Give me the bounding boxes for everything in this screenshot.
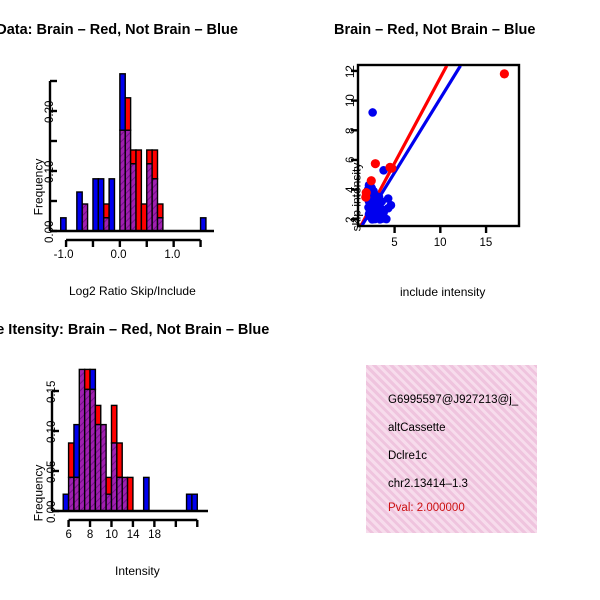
tick-label: 0.00 [44,220,56,243]
info-line: altCassette [388,422,446,434]
scatter-frame [356,63,521,228]
ratio-hist-plot [48,73,214,247]
tick-label: 10 [345,94,357,108]
panel-info: G6995597@J927213@j_ altCassette Dclre1c chr… [300,300,600,600]
ratio-hist-ylabel: Frequency [31,158,46,216]
panel-scatter: Brain – Red, Not Brain – Blue 2 4 6 8 10 12 5… [300,0,600,300]
intensity-hist-yaxis [50,389,59,513]
ratio-hist-bars [50,73,214,233]
intensity-hist-ylabel: Frequency [31,464,46,522]
tick-label: 15 [479,237,493,249]
scatter-plot [351,63,521,233]
scatter-title: Brain – Red, Not Brain – Blue [334,22,536,38]
intensity-hist-title: Gene Itensity: Brain – Red, Not Brain – … [0,322,270,338]
scatter-axes [351,69,488,233]
ratio-hist-title-clip: RatioData: Brain – Red, Not Brain – Blue [0,22,300,44]
tick-label: 0.05 [46,460,58,483]
intensity-hist-title-clip: Gene Itensity: Brain – Red, Not Brain – … [0,322,300,344]
tick-label: 0.10 [46,420,58,443]
tick-label: 8 [345,127,357,134]
tick-label: 12 [345,64,357,78]
intensity-hist-xlabel: Intensity [115,564,160,578]
scatter-points [361,69,509,224]
scatter-xlabel: include intensity [400,285,486,299]
info-line: Dclre1c [388,450,427,462]
tick-label: 8 [86,529,94,541]
info-pval-line: Pval: 2.000000 [388,502,465,514]
ratio-hist-title: RatioData: Brain – Red, Not Brain – Blue [0,22,238,38]
tick-label: 18 [148,529,161,541]
tick-label: -1.0 [53,249,74,261]
tick-label: 0.00 [46,500,58,523]
ratio-hist-yaxis [48,79,57,233]
tick-label: 10 [105,529,119,541]
tick-label: 5 [391,237,398,249]
info-line: chr2.13414–1.3 [388,478,468,490]
tick-label: 0.0 [110,249,127,261]
intensity-hist-xaxis [67,518,199,527]
tick-label: 6 [65,529,72,541]
tick-label: 14 [126,529,140,541]
scatter-ylabel: skip intensity [349,162,364,232]
panel-ratio-histogram: RatioData: Brain – Red, Not Brain – Blue… [0,0,300,300]
tick-label: 0.10 [44,160,56,183]
tick-label: 0.20 [44,100,56,123]
tick-label: 0.15 [46,380,58,403]
ratio-hist-xlabel: Log2 Ratio Skip/Include [69,284,196,298]
info-line: G6995597@J927213@j_ [388,394,519,406]
tick-label: 1.0 [164,249,181,261]
intensity-hist-plot [50,368,208,527]
panel-intensity-histogram: Gene Itensity: Brain – Red, Not Brain – … [0,300,300,600]
intensity-hist-bars [52,368,208,513]
ratio-hist-xaxis [64,238,202,247]
info-box: G6995597@J927213@j_ altCassette Dclre1c chr… [366,365,537,533]
tick-label: 10 [433,237,447,249]
